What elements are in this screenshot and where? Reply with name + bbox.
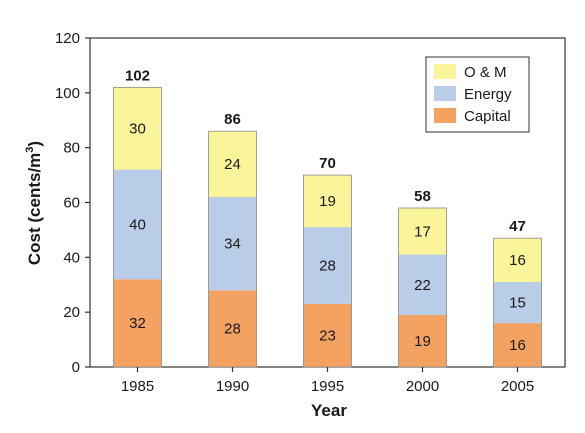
segment-value-label: 40: [129, 216, 146, 233]
segment-value-label: 28: [224, 321, 241, 338]
y-tick-label: 0: [72, 359, 80, 376]
x-tick-label: 1995: [311, 378, 344, 395]
bar-segment-energy: [398, 254, 447, 315]
legend-label: Energy: [464, 86, 512, 103]
bar-segment-capital: [303, 303, 352, 367]
segment-value-label: 22: [414, 277, 431, 294]
segment-value-label: 16: [509, 252, 526, 269]
x-axis-title: Year: [311, 401, 347, 420]
legend-swatch: [434, 86, 456, 101]
x-axis-ticks: 1985 1990 1995 2000 2005: [121, 367, 534, 395]
legend-swatch: [434, 108, 456, 123]
segment-value-label: 17: [414, 223, 431, 240]
x-tick-label: 2005: [501, 378, 534, 395]
bar-segment-energy: [303, 227, 352, 304]
y-tick-label: 60: [63, 195, 80, 212]
legend-label: Capital: [464, 108, 511, 125]
bar-segment-o-m: [113, 87, 162, 170]
x-tick-label: 2000: [406, 378, 439, 395]
bar-total-label: 58: [414, 188, 431, 205]
bar-total-label: 102: [125, 67, 150, 84]
legend-label: O & M: [464, 64, 507, 81]
segment-value-label: 30: [129, 120, 146, 137]
bar-segment-energy: [493, 282, 542, 324]
x-tick-label: 1985: [121, 378, 154, 395]
y-tick-label: 100: [55, 85, 80, 102]
bar-segment-o-m: [493, 238, 542, 283]
y-axis-title: Cost (cents/m3): [24, 141, 44, 265]
bars: 32 40 30 102 28 34 24 86 23 28 19 70 19 22 17 58 16 15 16 4…: [113, 67, 542, 368]
bar-segment-capital: [493, 323, 542, 367]
segment-value-label: 15: [509, 295, 526, 312]
bar-segment-energy: [113, 169, 162, 280]
segment-value-label: 34: [224, 236, 241, 253]
bar-total-label: 47: [509, 218, 526, 235]
bar-segment-capital: [398, 314, 447, 367]
y-tick-label: 40: [63, 249, 80, 266]
segment-value-label: 16: [509, 337, 526, 354]
y-axis-ticks: 0 20 40 60 80 100 120: [55, 30, 90, 376]
segment-value-label: 28: [319, 258, 336, 275]
bar-segment-capital: [208, 290, 257, 367]
y-tick-label: 20: [63, 304, 80, 321]
legend: O & M Energy Capital: [425, 56, 530, 133]
y-tick-label: 120: [55, 30, 80, 47]
segment-value-label: 32: [129, 315, 146, 332]
legend-swatch: [434, 64, 456, 79]
segment-value-label: 19: [414, 333, 431, 350]
bar-segment-o-m: [208, 131, 257, 198]
bar-segment-capital: [113, 279, 162, 367]
x-tick-label: 1990: [216, 378, 249, 395]
bar-segment-energy: [208, 197, 257, 291]
segment-value-label: 19: [319, 193, 336, 210]
bar-segment-o-m: [303, 175, 352, 228]
segment-value-label: 23: [319, 327, 336, 344]
y-tick-label: 80: [63, 140, 80, 157]
bar-segment-o-m: [398, 207, 447, 255]
bar-total-label: 86: [224, 111, 241, 128]
bar-total-label: 70: [319, 155, 336, 172]
segment-value-label: 24: [224, 156, 241, 173]
